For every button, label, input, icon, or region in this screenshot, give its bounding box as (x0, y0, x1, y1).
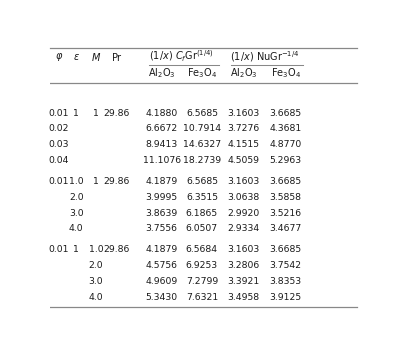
Text: 6.3515: 6.3515 (186, 193, 218, 202)
Text: $M$: $M$ (91, 51, 101, 63)
Text: 6.0507: 6.0507 (186, 224, 218, 233)
Text: 4.9609: 4.9609 (146, 277, 178, 286)
Text: 4.0: 4.0 (69, 224, 84, 233)
Text: 4.1879: 4.1879 (146, 245, 178, 254)
Text: 0.01: 0.01 (48, 177, 69, 186)
Text: 6.5685: 6.5685 (186, 109, 218, 118)
Text: 6.9253: 6.9253 (186, 261, 218, 270)
Text: 29.86: 29.86 (104, 109, 130, 118)
Text: 3.6685: 3.6685 (270, 109, 302, 118)
Text: 7.2799: 7.2799 (186, 277, 218, 286)
Text: 1.0: 1.0 (69, 177, 84, 186)
Text: 3.5216: 3.5216 (270, 209, 302, 217)
Text: 0.02: 0.02 (48, 125, 69, 133)
Text: 3.2806: 3.2806 (228, 261, 260, 270)
Text: 3.0: 3.0 (69, 209, 84, 217)
Text: 14.6327: 14.6327 (183, 140, 221, 149)
Text: 3.8353: 3.8353 (270, 277, 302, 286)
Text: 3.0638: 3.0638 (228, 193, 260, 202)
Text: 2.0: 2.0 (69, 193, 84, 202)
Text: 3.6685: 3.6685 (270, 177, 302, 186)
Text: 11.1076: 11.1076 (142, 156, 181, 165)
Text: 1: 1 (74, 109, 79, 118)
Text: 3.1603: 3.1603 (228, 177, 260, 186)
Text: $\varphi$: $\varphi$ (54, 51, 63, 63)
Text: $\varepsilon$: $\varepsilon$ (73, 52, 80, 62)
Text: 3.7542: 3.7542 (270, 261, 302, 270)
Text: 4.5059: 4.5059 (228, 156, 260, 165)
Text: 3.4958: 3.4958 (228, 293, 260, 302)
Text: 1: 1 (74, 245, 79, 254)
Text: 3.9995: 3.9995 (146, 193, 178, 202)
Text: 4.5756: 4.5756 (146, 261, 178, 270)
Text: 4.1879: 4.1879 (146, 177, 178, 186)
Text: 1: 1 (93, 109, 99, 118)
Text: $\mathrm{Pr}$: $\mathrm{Pr}$ (111, 51, 123, 63)
Text: 2.9920: 2.9920 (228, 209, 260, 217)
Text: 3.1603: 3.1603 (228, 245, 260, 254)
Text: 3.8639: 3.8639 (146, 209, 178, 217)
Text: 3.7276: 3.7276 (228, 125, 260, 133)
Text: $\mathrm{Fe_3O_4}$: $\mathrm{Fe_3O_4}$ (187, 66, 217, 80)
Text: 3.1603: 3.1603 (228, 109, 260, 118)
Text: 1: 1 (93, 177, 99, 186)
Text: 6.6672: 6.6672 (146, 125, 178, 133)
Text: 4.1880: 4.1880 (146, 109, 178, 118)
Text: 3.9125: 3.9125 (270, 293, 302, 302)
Text: 5.3430: 5.3430 (146, 293, 178, 302)
Text: $(1/x)\ C_f\mathrm{Gr}^{(1/4)}$: $(1/x)\ C_f\mathrm{Gr}^{(1/4)}$ (149, 49, 214, 64)
Text: 4.0: 4.0 (88, 293, 103, 302)
Text: 3.5858: 3.5858 (270, 193, 302, 202)
Text: 3.0: 3.0 (88, 277, 103, 286)
Text: $(1/x)\ \mathrm{Nu}\mathrm{Gr}^{-1/4}$: $(1/x)\ \mathrm{Nu}\mathrm{Gr}^{-1/4}$ (230, 49, 300, 64)
Text: 1.0: 1.0 (88, 245, 103, 254)
Text: 0.01: 0.01 (48, 245, 69, 254)
Text: 0.01: 0.01 (48, 109, 69, 118)
Text: 29.86: 29.86 (104, 177, 130, 186)
Text: $\mathrm{Al_2O_3}$: $\mathrm{Al_2O_3}$ (230, 66, 258, 80)
Text: 0.04: 0.04 (48, 156, 69, 165)
Text: 10.7914: 10.7914 (183, 125, 221, 133)
Text: 4.1515: 4.1515 (228, 140, 260, 149)
Text: 29.86: 29.86 (104, 245, 130, 254)
Text: 3.7556: 3.7556 (146, 224, 178, 233)
Text: 4.8770: 4.8770 (270, 140, 302, 149)
Text: 5.2963: 5.2963 (270, 156, 302, 165)
Text: 3.4677: 3.4677 (270, 224, 302, 233)
Text: 2.9334: 2.9334 (228, 224, 260, 233)
Text: 6.5685: 6.5685 (186, 177, 218, 186)
Text: 3.3921: 3.3921 (228, 277, 260, 286)
Text: 18.2739: 18.2739 (183, 156, 221, 165)
Text: $\mathrm{Fe_3O_4}$: $\mathrm{Fe_3O_4}$ (270, 66, 301, 80)
Text: 7.6321: 7.6321 (186, 293, 218, 302)
Text: 8.9413: 8.9413 (146, 140, 178, 149)
Text: $\mathrm{Al_2O_3}$: $\mathrm{Al_2O_3}$ (148, 66, 176, 80)
Text: 0.03: 0.03 (48, 140, 69, 149)
Text: 2.0: 2.0 (88, 261, 103, 270)
Text: 3.6685: 3.6685 (270, 245, 302, 254)
Text: 6.5684: 6.5684 (186, 245, 218, 254)
Text: 4.3681: 4.3681 (270, 125, 302, 133)
Text: 6.1865: 6.1865 (186, 209, 218, 217)
